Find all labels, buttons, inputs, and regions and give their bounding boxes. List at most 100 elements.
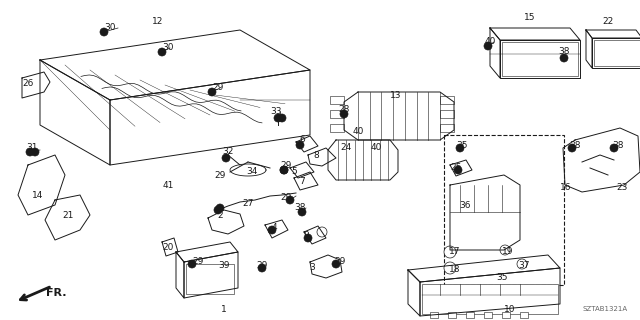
Text: 29: 29 bbox=[256, 260, 268, 269]
Text: 34: 34 bbox=[246, 167, 258, 177]
Bar bbox=[502, 42, 578, 76]
Text: 30: 30 bbox=[104, 23, 116, 33]
Text: 38: 38 bbox=[569, 140, 580, 149]
Text: 3: 3 bbox=[309, 263, 315, 273]
Bar bbox=[330, 110, 344, 118]
Circle shape bbox=[454, 166, 462, 174]
Text: 28: 28 bbox=[339, 106, 349, 115]
Bar bbox=[430, 312, 438, 318]
Circle shape bbox=[456, 144, 464, 152]
Bar bbox=[440, 96, 454, 104]
Text: 19: 19 bbox=[502, 247, 514, 257]
Text: 15: 15 bbox=[524, 13, 536, 22]
Text: 29: 29 bbox=[280, 194, 292, 203]
Circle shape bbox=[222, 154, 230, 162]
Circle shape bbox=[517, 259, 527, 269]
Circle shape bbox=[484, 42, 492, 50]
Circle shape bbox=[298, 208, 306, 216]
Text: 30: 30 bbox=[163, 44, 173, 52]
Bar bbox=[484, 312, 492, 318]
Text: 22: 22 bbox=[602, 18, 614, 27]
Circle shape bbox=[568, 144, 576, 152]
Circle shape bbox=[340, 110, 348, 118]
Circle shape bbox=[296, 141, 304, 149]
Text: 38: 38 bbox=[558, 47, 570, 57]
Circle shape bbox=[214, 206, 222, 214]
Circle shape bbox=[500, 245, 510, 255]
Circle shape bbox=[100, 28, 108, 36]
Text: 38: 38 bbox=[294, 204, 306, 212]
Text: 40: 40 bbox=[371, 143, 381, 153]
Text: 40: 40 bbox=[352, 127, 364, 137]
Circle shape bbox=[332, 260, 340, 268]
Text: 8: 8 bbox=[313, 150, 319, 159]
Circle shape bbox=[258, 264, 266, 272]
Text: 21: 21 bbox=[62, 211, 74, 220]
Text: 25: 25 bbox=[451, 164, 461, 172]
Text: 37: 37 bbox=[518, 260, 530, 269]
Circle shape bbox=[280, 166, 288, 174]
Text: 5: 5 bbox=[291, 167, 297, 177]
Text: 33: 33 bbox=[270, 108, 282, 116]
Circle shape bbox=[610, 144, 618, 152]
Text: 36: 36 bbox=[460, 201, 471, 210]
Text: 32: 32 bbox=[222, 148, 234, 156]
Text: 1: 1 bbox=[221, 306, 227, 315]
Text: 10: 10 bbox=[504, 306, 516, 315]
Text: 31: 31 bbox=[26, 143, 38, 153]
Circle shape bbox=[216, 204, 224, 212]
Circle shape bbox=[444, 246, 456, 258]
Bar bbox=[466, 312, 474, 318]
Text: 23: 23 bbox=[616, 183, 628, 193]
Bar bbox=[440, 110, 454, 118]
Circle shape bbox=[158, 48, 166, 56]
Circle shape bbox=[304, 234, 312, 242]
Bar bbox=[440, 124, 454, 132]
Text: 41: 41 bbox=[163, 180, 173, 189]
Text: 29: 29 bbox=[334, 258, 346, 267]
Text: 9: 9 bbox=[303, 230, 309, 239]
Circle shape bbox=[317, 227, 327, 237]
Circle shape bbox=[26, 148, 34, 156]
Text: 35: 35 bbox=[456, 140, 468, 149]
Text: 6: 6 bbox=[299, 135, 305, 145]
Text: FR.: FR. bbox=[46, 288, 67, 298]
Text: SZTAB1321A: SZTAB1321A bbox=[583, 306, 628, 312]
Text: 29: 29 bbox=[214, 171, 226, 180]
Bar bbox=[520, 312, 528, 318]
Bar bbox=[448, 312, 456, 318]
Circle shape bbox=[274, 114, 282, 122]
Bar bbox=[444, 135, 564, 285]
Text: 24: 24 bbox=[340, 143, 351, 153]
Circle shape bbox=[208, 88, 216, 96]
Text: 7: 7 bbox=[299, 178, 305, 187]
Circle shape bbox=[444, 262, 456, 274]
Text: 29: 29 bbox=[192, 258, 204, 267]
Circle shape bbox=[560, 54, 568, 62]
Text: 17: 17 bbox=[449, 247, 461, 257]
Bar bbox=[330, 96, 344, 104]
Circle shape bbox=[31, 148, 39, 156]
Text: 16: 16 bbox=[560, 183, 572, 193]
Bar bbox=[186, 264, 234, 294]
Circle shape bbox=[268, 226, 276, 234]
Text: 35: 35 bbox=[496, 274, 508, 283]
Text: 27: 27 bbox=[243, 198, 253, 207]
Text: 29: 29 bbox=[212, 84, 224, 92]
Text: 39: 39 bbox=[218, 260, 230, 269]
Text: 29: 29 bbox=[280, 161, 292, 170]
Text: 40: 40 bbox=[484, 37, 496, 46]
Text: 18: 18 bbox=[449, 266, 461, 275]
Circle shape bbox=[278, 114, 286, 122]
Text: 2: 2 bbox=[217, 211, 223, 220]
Circle shape bbox=[286, 196, 294, 204]
Text: 20: 20 bbox=[163, 244, 173, 252]
Bar bbox=[502, 312, 510, 318]
Text: 13: 13 bbox=[390, 91, 402, 100]
Bar bbox=[422, 284, 558, 314]
Text: 38: 38 bbox=[612, 140, 624, 149]
Bar bbox=[330, 124, 344, 132]
Text: 14: 14 bbox=[32, 190, 44, 199]
Circle shape bbox=[188, 260, 196, 268]
Text: 12: 12 bbox=[152, 18, 164, 27]
